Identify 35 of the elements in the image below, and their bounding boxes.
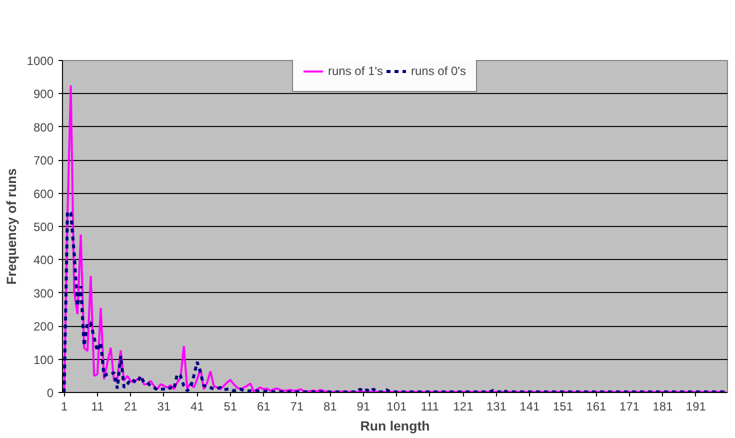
- x-tick-label: 131: [486, 400, 507, 414]
- x-tick-label: 51: [224, 400, 238, 414]
- x-tick-label: 171: [619, 400, 640, 414]
- y-tick-label: 200: [33, 320, 54, 334]
- x-tick-label: 21: [124, 400, 138, 414]
- x-tick-label: 111: [420, 400, 440, 414]
- legend-label: runs of 0's: [410, 64, 466, 78]
- x-tick-label: 71: [290, 400, 304, 414]
- x-tick-label: 161: [586, 400, 606, 414]
- x-tick-label: 41: [190, 400, 204, 414]
- x-tick-label: 191: [686, 400, 706, 414]
- y-tick-label: 400: [33, 253, 54, 268]
- y-tick-label: 700: [33, 154, 54, 168]
- x-tick-label: 101: [386, 400, 407, 414]
- x-tick-label: 31: [157, 400, 171, 414]
- x-tick-label: 81: [323, 400, 338, 414]
- y-axis-title: Frequency of runs: [4, 168, 19, 285]
- y-tick-label: 900: [33, 87, 54, 102]
- x-tick-label: 141: [520, 400, 540, 414]
- x-tick-label: 151: [552, 400, 574, 414]
- y-tick-label: 300: [33, 286, 54, 300]
- x-tick-label: 11: [91, 400, 104, 414]
- y-tick-label: 100: [33, 352, 54, 367]
- x-tick-label: 121: [453, 400, 474, 414]
- legend-label: runs of 1's: [328, 64, 383, 78]
- x-axis-title: Run length: [360, 418, 430, 434]
- y-tick-label: 800: [33, 120, 54, 134]
- y-tick-label: 0: [46, 386, 54, 400]
- x-tick-label: 1: [60, 400, 68, 414]
- y-tick-label: 500: [33, 220, 54, 234]
- x-tick-label: 91: [356, 400, 370, 414]
- y-tick-label: 1000: [26, 54, 54, 68]
- x-tick-label: 61: [256, 400, 271, 414]
- x-tick-label: 181: [652, 400, 673, 414]
- y-tick-label: 600: [33, 186, 54, 201]
